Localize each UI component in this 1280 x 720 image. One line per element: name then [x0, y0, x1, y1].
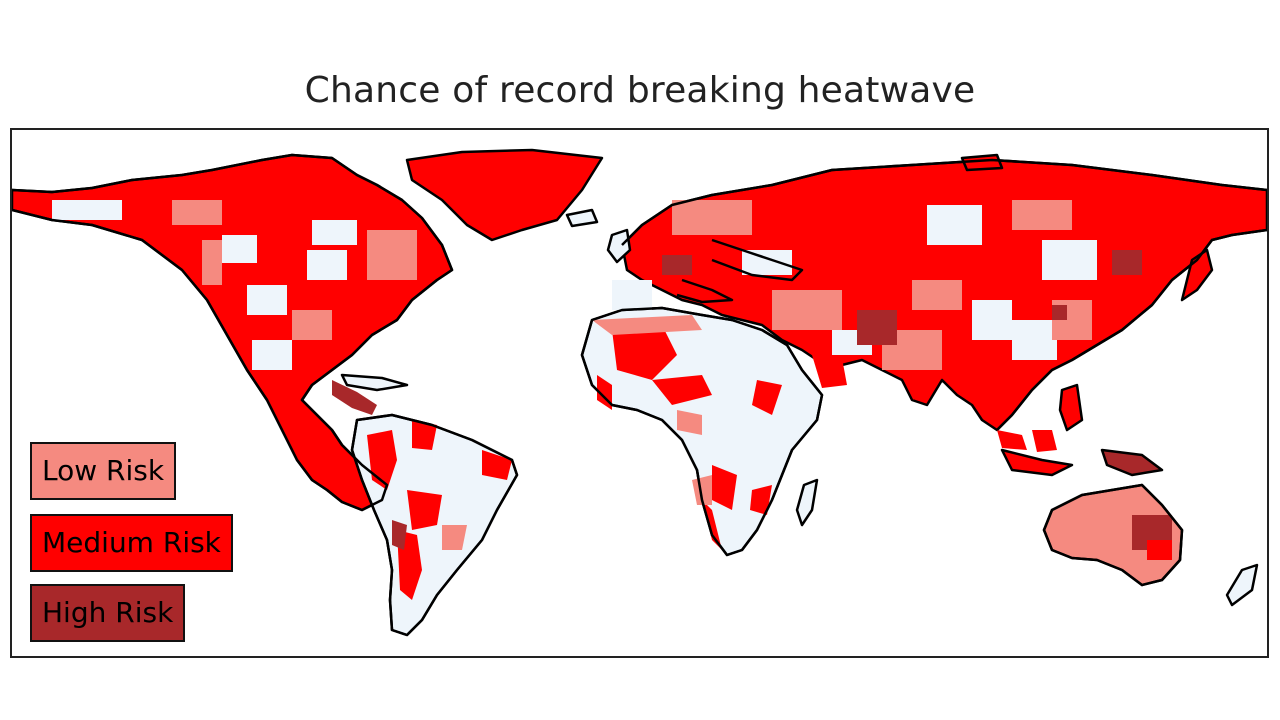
greenland: [405, 148, 604, 242]
indonesia: [1000, 448, 1074, 477]
legend-low-risk-label: Low Risk: [42, 454, 165, 487]
japan: [1180, 248, 1214, 302]
legend-medium-risk: Medium Risk: [30, 514, 233, 572]
world-map-canvas: [12, 148, 1267, 637]
legend-medium-risk-label: Medium Risk: [42, 526, 221, 559]
cuba: [340, 373, 409, 392]
madagascar: [795, 478, 819, 527]
legend-high-risk-label: High Risk: [42, 596, 174, 629]
map-title: Chance of record breaking heatwave: [304, 70, 976, 111]
coastlines: [12, 153, 1267, 637]
new-guinea: [1100, 448, 1164, 477]
risk-overlays: [52, 200, 1172, 600]
philippines: [1058, 383, 1084, 432]
legend-high-risk: High Risk: [30, 584, 186, 642]
new-zealand: [1225, 563, 1259, 607]
world-map: [10, 128, 1269, 658]
legend-low-risk: Low Risk: [30, 442, 177, 500]
british-isles: [606, 228, 632, 264]
iceland: [565, 208, 599, 228]
